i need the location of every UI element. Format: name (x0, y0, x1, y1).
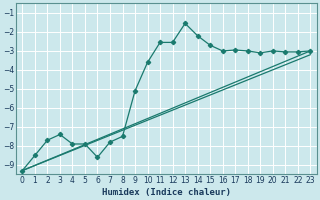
X-axis label: Humidex (Indice chaleur): Humidex (Indice chaleur) (102, 188, 231, 197)
